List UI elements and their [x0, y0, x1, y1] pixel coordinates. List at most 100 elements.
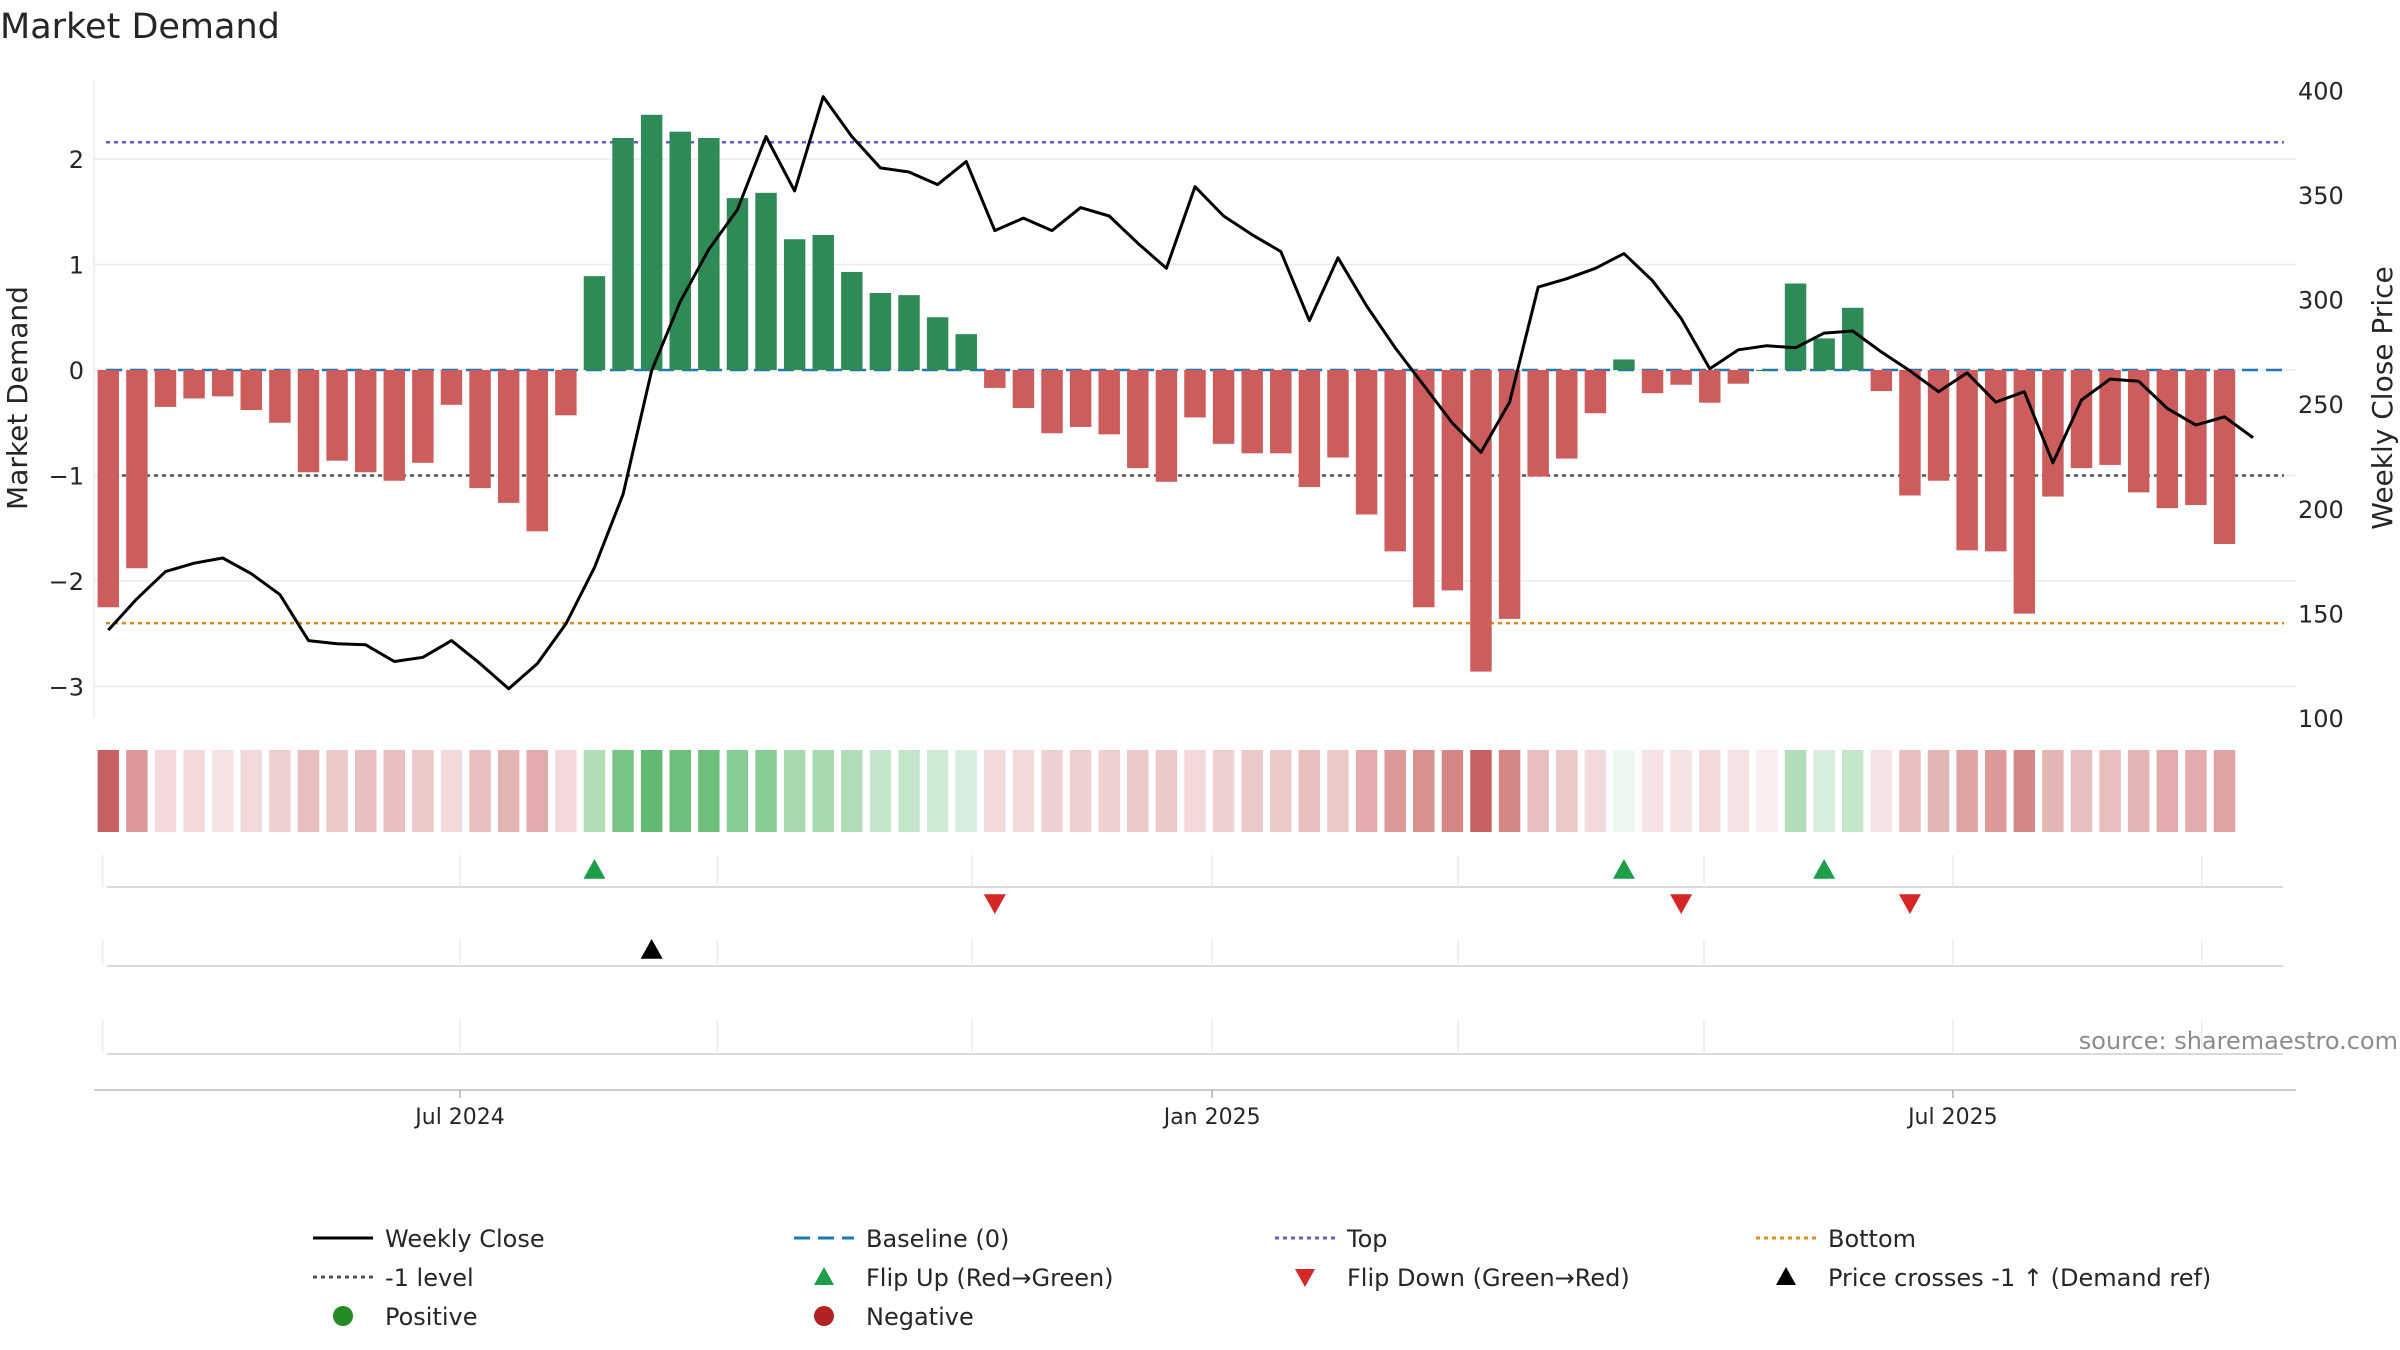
- right-tick-label-4: 200: [2298, 496, 2344, 524]
- demand-bar-63: [1899, 370, 1921, 496]
- demand-bar-18: [612, 138, 634, 370]
- right-tick-label-5: 150: [2298, 600, 2344, 628]
- strip-cell-71: [2127, 750, 2150, 832]
- legend-label-negative: Negative: [866, 1303, 974, 1331]
- legend: Weekly Close Baseline (0) Top Bottom -1 leve…: [313, 1225, 2211, 1331]
- demand-bar-49: [1498, 370, 1521, 619]
- strip-cell-13: [469, 750, 491, 832]
- demand-bar-52: [1584, 370, 1607, 414]
- demand-bar-57: [1727, 370, 1750, 384]
- strip-cell-53: [1613, 750, 1635, 832]
- legend-item-top: Top: [1275, 1225, 1388, 1253]
- x-tick-label-0: Jul 2024: [413, 1105, 505, 1130]
- strip-cell-70: [2099, 750, 2121, 832]
- legend-label-bottom: Bottom: [1828, 1225, 1916, 1253]
- demand-bar-22: [726, 198, 749, 370]
- strip-cell-40: [1241, 750, 1263, 832]
- demand-bar-61: [1842, 307, 1864, 370]
- demand-bar-50: [1527, 370, 1549, 477]
- legend-label-cross: Price crosses -1 ↑ (Demand ref): [1828, 1264, 2211, 1292]
- strip-cell-17: [583, 750, 606, 832]
- demand-bar-10: [383, 370, 405, 481]
- strip-cell-31: [984, 750, 1006, 832]
- flip-up-marker-0: [583, 859, 606, 879]
- demand-bar-3: [183, 370, 205, 399]
- strip-cell-54: [1641, 750, 1664, 832]
- demand-bar-36: [1127, 370, 1149, 469]
- x-tick-label-2: Jul 2025: [1906, 1105, 1998, 1130]
- strip-cell-1: [126, 750, 148, 832]
- left-tick-label-0: 2: [69, 146, 84, 174]
- strip-cell-27: [869, 750, 892, 832]
- demand-bar-11: [412, 370, 434, 463]
- strip-cell-64: [1927, 750, 1950, 832]
- demand-bar-73: [2185, 370, 2207, 505]
- strip-cell-56: [1699, 750, 1721, 832]
- demand-bar-19: [640, 114, 663, 370]
- demand-bar-16: [555, 370, 577, 416]
- strip-cell-34: [1069, 750, 1092, 832]
- strip-cell-36: [1127, 750, 1149, 832]
- demand-bar-43: [1327, 370, 1349, 458]
- right-y-axis-label: Weekly Close Price: [2366, 266, 2399, 529]
- weekly-close-line: [107, 95, 2254, 691]
- strip-cell-38: [1184, 750, 1206, 832]
- strip-cell-52: [1584, 750, 1607, 832]
- demand-bar-5: [240, 370, 263, 411]
- demand-bar-47: [1441, 370, 1464, 591]
- strip-cell-30: [955, 750, 977, 832]
- strip-cell-22: [726, 750, 749, 832]
- demand-bar-32: [1012, 370, 1035, 408]
- demand-bar-60: [1813, 338, 1835, 370]
- demand-bar-25: [812, 235, 834, 370]
- strip-cell-69: [2070, 750, 2093, 832]
- strip-cell-60: [1813, 750, 1835, 832]
- demand-bar-0: [97, 370, 120, 608]
- strip-cell-35: [1098, 750, 1120, 832]
- demand-bar-13: [469, 370, 491, 489]
- demand-bar-59: [1784, 283, 1807, 370]
- strip-cell-5: [240, 750, 263, 832]
- left-tick-label-2: 0: [69, 357, 84, 385]
- demand-bar-54: [1641, 370, 1664, 394]
- demand-bar-44: [1355, 370, 1378, 515]
- legend-swatch-positive: [333, 1306, 353, 1326]
- x-tick-label-1: Jan 2025: [1162, 1105, 1261, 1130]
- legend-label-minus_one: -1 level: [385, 1264, 474, 1292]
- signal-rows: [101, 855, 2283, 1055]
- demand-bar-23: [755, 192, 777, 370]
- demand-bar-66: [1985, 370, 2007, 552]
- demand-bar-6: [269, 370, 291, 423]
- x-axis: Jul 2024 Jan 2025 Jul 2025: [94, 1089, 2296, 1130]
- right-tick-label-1: 350: [2298, 182, 2344, 210]
- strip-cell-73: [2185, 750, 2207, 832]
- demand-bar-41: [1270, 370, 1292, 454]
- left-y-axis-label: Market Demand: [1, 286, 34, 510]
- demand-bar-48: [1470, 370, 1492, 672]
- demand-bar-72: [2156, 370, 2179, 509]
- legend-item-flip_down: Flip Down (Green→Red): [1295, 1264, 1630, 1292]
- flip-up-marker-1: [1612, 859, 1635, 879]
- left-tick-label-4: −2: [49, 568, 84, 596]
- demand-bar-45: [1384, 370, 1406, 552]
- demand-bar-37: [1155, 370, 1178, 482]
- strip-cell-42: [1298, 750, 1321, 832]
- demand-bar-64: [1927, 370, 1950, 481]
- legend-label-positive: Positive: [385, 1303, 478, 1331]
- legend-label-weekly_close: Weekly Close: [385, 1225, 545, 1253]
- flip-down-marker-1: [1670, 894, 1693, 914]
- demand-bar-15: [526, 370, 548, 532]
- demand-bar-14: [497, 370, 520, 503]
- strip-cell-23: [755, 750, 777, 832]
- strip-cell-66: [1985, 750, 2007, 832]
- demand-bar-71: [2127, 370, 2150, 493]
- demand-bar-33: [1041, 370, 1063, 434]
- demand-bar-55: [1670, 370, 1692, 385]
- chart-title: Market Demand: [0, 7, 280, 47]
- demand-bar-1: [126, 370, 148, 569]
- demand-bar-34: [1069, 370, 1092, 427]
- demand-bar-20: [669, 131, 691, 370]
- legend-label-top: Top: [1346, 1225, 1388, 1253]
- strip-cell-7: [297, 750, 320, 832]
